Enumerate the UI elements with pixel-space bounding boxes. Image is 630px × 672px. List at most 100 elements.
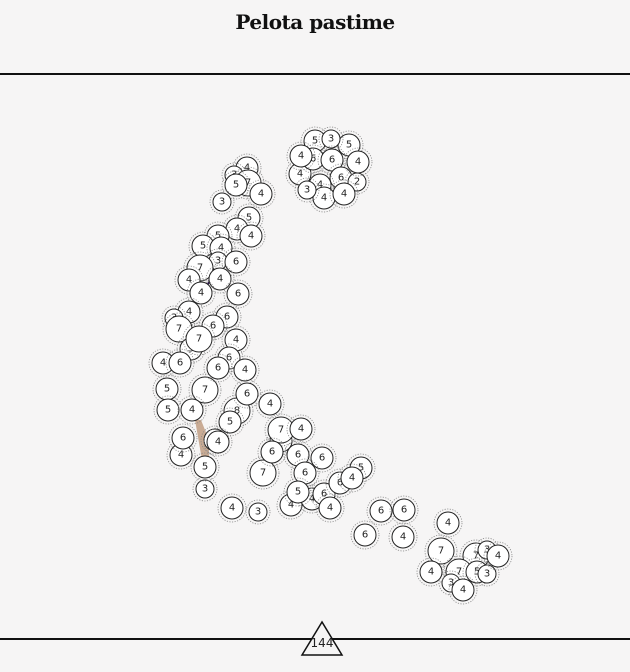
node-circle: 3 (294, 177, 320, 203)
node-circle: 4 (217, 493, 247, 523)
node-circle: 4 (186, 278, 216, 308)
node-label: 4 (244, 163, 250, 174)
node-label: 6 (269, 447, 275, 458)
node-label: 4 (321, 193, 327, 204)
node-circle: 4 (236, 221, 266, 251)
node-label: 4 (349, 473, 355, 484)
node-label: 4 (460, 585, 466, 596)
node-disc (451, 578, 475, 602)
node-label: 6 (337, 478, 343, 489)
node-label: 5 (346, 140, 352, 151)
node-label: 4 (288, 500, 294, 511)
node-halo (433, 508, 463, 538)
node-halo (217, 493, 247, 523)
node-circle: 5 (283, 477, 313, 507)
node-disc (391, 525, 415, 549)
node-disc (156, 398, 180, 422)
node-disc (239, 224, 263, 248)
node-halo (168, 423, 198, 453)
node-label: 4 (445, 518, 451, 529)
node-circle: 5 (190, 452, 220, 482)
node-disc (235, 382, 259, 406)
node-circle: 4 (315, 493, 345, 523)
node-label: 7 (176, 324, 182, 335)
node-halo (307, 443, 337, 473)
node-circle: 5 (215, 407, 245, 437)
node-label: 6 (302, 468, 308, 479)
node-circle: 6 (203, 353, 233, 383)
node-label: 4 (341, 189, 347, 200)
node-disc (260, 440, 284, 464)
node-label: 3 (484, 569, 490, 580)
node-halo (190, 452, 220, 482)
node-disc (191, 376, 219, 404)
node-circle: 6 (350, 520, 380, 550)
node-circle: 3 (209, 189, 235, 215)
node-disc (258, 392, 282, 416)
node-label: 5 (200, 241, 206, 252)
node-circle: 4 (483, 541, 513, 571)
top-divider (0, 73, 630, 75)
node-label: 6 (362, 530, 368, 541)
node-halo (389, 495, 419, 525)
node-label: 3 (448, 578, 454, 589)
node-group: 4375435454543764446436765746465745486464… (148, 126, 513, 605)
node-label: 6 (226, 353, 232, 364)
node-disc (206, 356, 230, 380)
node-label: 4 (267, 399, 273, 410)
node-label: 5 (215, 231, 221, 242)
node-disc (436, 511, 460, 535)
node-halo (232, 379, 262, 409)
node-halo (246, 179, 276, 209)
node-label: 5 (474, 567, 480, 578)
node-halo (177, 395, 207, 425)
node-halo (186, 278, 216, 308)
node-label: 5 (227, 417, 233, 428)
node-halo (214, 343, 244, 373)
node-circle: 3 (474, 561, 500, 587)
node-label: 8 (234, 406, 240, 417)
node-circle: 4 (205, 264, 235, 294)
node-label: 5 (165, 405, 171, 416)
node-halo (315, 493, 345, 523)
node-label: 4 (198, 288, 204, 299)
node-label: 7 (202, 385, 208, 396)
node-circle: 6 (221, 247, 251, 277)
node-label: 4 (242, 365, 248, 376)
node-label: 4 (400, 532, 406, 543)
node-circle: 6 (223, 279, 253, 309)
node-disc (486, 544, 510, 568)
node-halo (183, 251, 217, 285)
node-halo (416, 557, 446, 587)
node-halo (283, 477, 313, 507)
node-label: 4 (215, 437, 221, 448)
node-label: 3 (328, 134, 334, 145)
node-halo (203, 427, 233, 457)
node-halo (203, 353, 233, 383)
node-halo (246, 456, 280, 490)
node-label: 6 (321, 489, 327, 500)
node-label: 6 (215, 363, 221, 374)
node-halo (221, 170, 251, 200)
node-circle: 6 (165, 348, 195, 378)
node-circle: 4 (286, 414, 316, 444)
node-halo (350, 520, 380, 550)
node-label: 3 (202, 484, 208, 495)
node-disc (220, 496, 244, 520)
node-disc (289, 144, 313, 168)
node-halo (286, 414, 316, 444)
node-circle: 3 (192, 476, 218, 502)
node-label: 7 (245, 178, 251, 189)
node-circle: 6 (257, 437, 287, 467)
node-label: 5 (164, 384, 170, 395)
tan-region (195, 420, 209, 460)
node-circle: 4 (203, 427, 233, 457)
node-label: 7 (473, 551, 479, 562)
node-label: 5 (246, 213, 252, 224)
node-label: 4 (309, 494, 315, 505)
node-circle: 7 (188, 373, 222, 407)
node-disc (392, 498, 416, 522)
triangle-icon (300, 620, 344, 656)
node-halo (221, 247, 251, 277)
